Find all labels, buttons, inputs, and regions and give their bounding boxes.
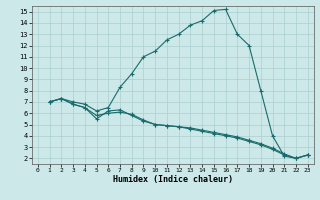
X-axis label: Humidex (Indice chaleur): Humidex (Indice chaleur) [113, 175, 233, 184]
